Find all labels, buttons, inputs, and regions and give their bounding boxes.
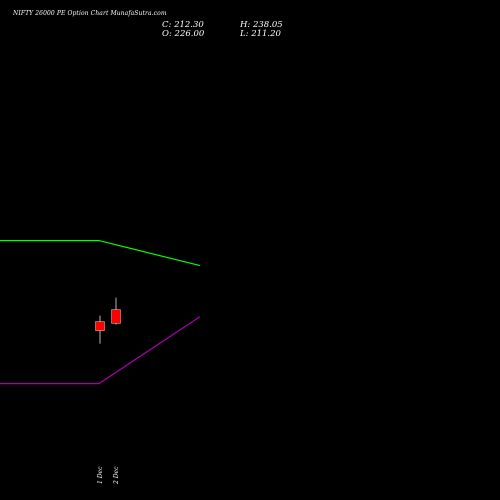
close-value: C: 212.30 [162,20,204,30]
open-value: O: 226.00 [162,29,205,39]
lower-band-line [0,316,201,385]
high-value: H: 238.05 [240,20,283,30]
chart-title: NIFTY 26000 PE Option Chart MunafaSutra.… [13,10,167,17]
x-tick-label: 2 Dec [113,466,120,485]
x-tick-label: 1 Dec [97,466,104,484]
upper-band-line [0,240,201,267]
candle-body [95,321,105,331]
candle-body [111,309,121,324]
low-value: L: 211.20 [240,29,281,39]
